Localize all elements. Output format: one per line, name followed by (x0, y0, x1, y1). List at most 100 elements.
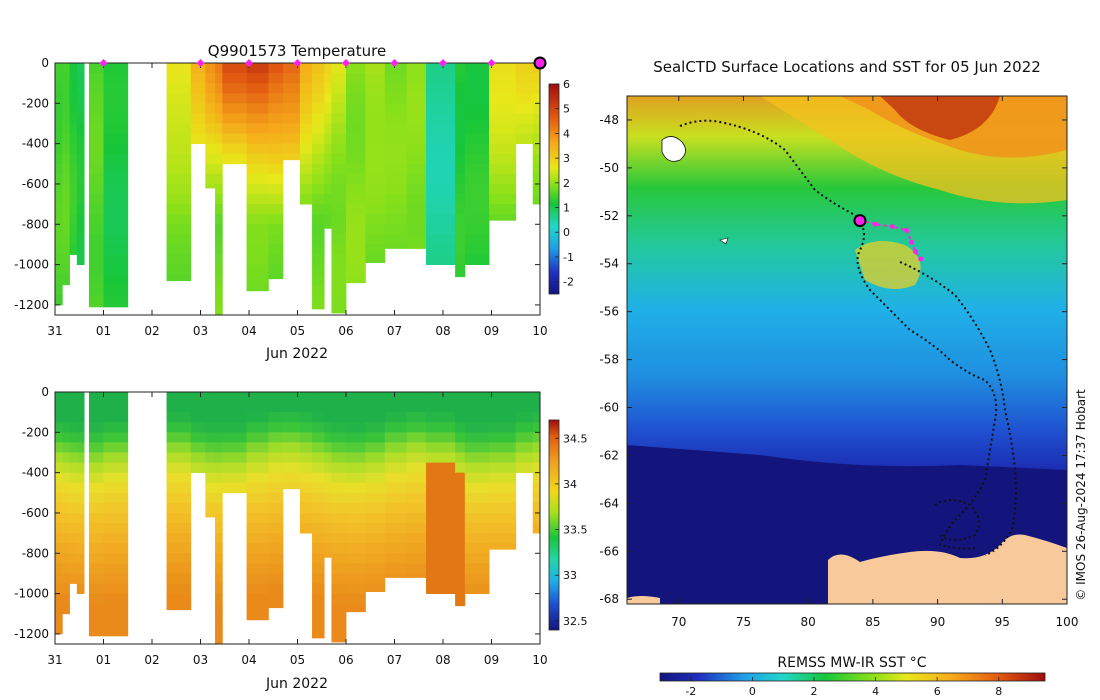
profile-5 (103, 63, 129, 308)
profile-cell (299, 63, 313, 74)
profile-cell (464, 244, 490, 255)
profile-cell (268, 183, 284, 195)
profile-cell (205, 402, 216, 413)
profile-cell (464, 452, 490, 463)
profile-cell (55, 63, 63, 74)
profile-cell (312, 113, 325, 124)
profile-cell (103, 304, 129, 308)
profile-cell (76, 73, 85, 84)
profile-cell (205, 123, 216, 134)
profile-cell (426, 553, 456, 564)
profile-cell (365, 103, 386, 114)
profile-cell (76, 452, 85, 463)
antarctic-landmass (828, 534, 1067, 604)
profile-cell (532, 432, 541, 443)
profile-cell (215, 244, 223, 255)
profile-cell (222, 133, 247, 145)
profile-cell (324, 543, 332, 554)
x-tick-label: 07 (387, 653, 402, 667)
profile-cell (489, 412, 517, 423)
profile-cell (489, 133, 517, 145)
profile-cell (455, 502, 466, 514)
profile-cell (103, 204, 129, 215)
profile-cell (69, 244, 78, 255)
profile-cell (299, 422, 313, 433)
profile-cell (88, 163, 104, 175)
map-x-tick-label: 95 (995, 615, 1010, 629)
profile-cell (384, 392, 408, 403)
profile-16 (324, 63, 332, 229)
profile-cell (190, 63, 206, 74)
profile-cell (88, 623, 104, 635)
profile-cell (331, 123, 347, 134)
profile-cell (55, 264, 63, 276)
profile-cell (426, 492, 456, 504)
profile-cell (282, 63, 301, 74)
profile-cell (166, 244, 192, 255)
profile-cell (246, 284, 269, 292)
profile-cell (69, 492, 78, 504)
surface-markers (99, 56, 547, 70)
colorbar-tick-label: 3 (563, 152, 570, 165)
profile-cell (515, 412, 534, 423)
profile-cell (103, 412, 129, 423)
profile-cell (166, 533, 192, 544)
profile-cell (365, 553, 386, 564)
profile-cell (246, 392, 269, 403)
profile-cell (489, 93, 517, 104)
profile-cell (222, 392, 247, 403)
profile-cell (331, 103, 347, 114)
profile-cell (76, 523, 85, 534)
profile-cell (166, 432, 192, 443)
profile-cell (69, 472, 78, 484)
profile-cell (55, 113, 63, 124)
profile-cell (331, 274, 347, 286)
profile-19 (365, 392, 386, 592)
profile-cell (455, 472, 466, 484)
profile-cell (489, 442, 517, 453)
profile-cell (406, 563, 427, 574)
profile-cell (166, 563, 192, 574)
surface-marker (439, 59, 447, 67)
profile-cell (312, 123, 325, 134)
profile-cell (346, 543, 366, 554)
profile-cell (365, 224, 386, 235)
profile-cell (215, 563, 223, 574)
profile-cell (365, 482, 386, 494)
profile-cell (365, 492, 386, 504)
profile-cell (489, 123, 517, 134)
profile-cell (346, 492, 366, 504)
profile-22 (426, 63, 456, 265)
x-tick-label: 10 (532, 653, 547, 667)
profile-cell (166, 593, 192, 605)
profile-cell (312, 204, 325, 215)
profile-cell (55, 214, 63, 225)
profile-cell (455, 163, 466, 175)
profile-cell (489, 153, 517, 165)
profile-cell (324, 392, 332, 403)
profile-cell (88, 432, 104, 443)
profile-cell (312, 93, 325, 104)
profile-cell (76, 113, 85, 124)
profile-cell (222, 83, 247, 94)
profile-cell (103, 63, 129, 74)
profile-cell (532, 462, 541, 474)
profile-cell (246, 432, 269, 443)
profile-cell (246, 183, 269, 195)
profile-cell (489, 214, 517, 221)
profile-cell (76, 583, 85, 594)
profile-cell (464, 123, 490, 134)
profile-cell (282, 73, 301, 84)
profile-cell (324, 113, 332, 124)
profile-cell (532, 482, 541, 494)
profile-cell (384, 492, 408, 504)
profile-cell (426, 103, 456, 114)
profile-cell (268, 113, 284, 124)
profile-cell (62, 133, 70, 145)
profile-cell (88, 153, 104, 165)
profile-cell (346, 422, 366, 433)
profile-cell (88, 422, 104, 433)
profile-cell (166, 482, 192, 494)
profile-cell (455, 402, 466, 413)
profile-cell (268, 163, 284, 175)
